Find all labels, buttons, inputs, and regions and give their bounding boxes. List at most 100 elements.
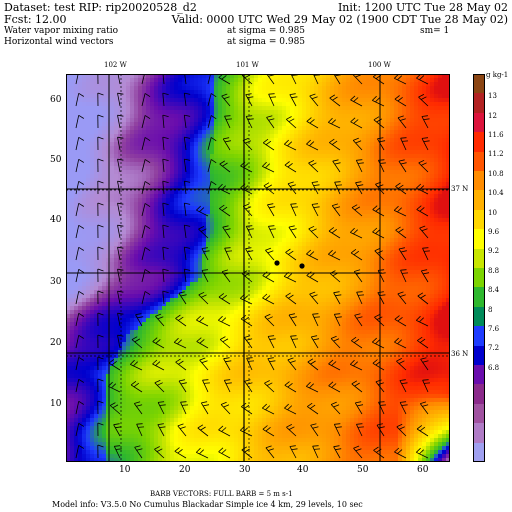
wind-barb — [244, 379, 253, 393]
wind-barb — [162, 114, 169, 129]
wind-barb — [245, 225, 254, 239]
wind-barb — [75, 202, 85, 217]
wind-barb — [97, 246, 104, 261]
wind-barb — [117, 136, 124, 151]
init-time-label: Init: 1200 UTC Tue 28 May 02 — [337, 1, 508, 14]
wind-barb — [162, 158, 169, 173]
wind-barb — [332, 159, 341, 173]
wind-barb — [354, 401, 364, 415]
wind-barb — [329, 94, 341, 107]
wind-barb — [331, 203, 341, 217]
wind-barb — [240, 425, 253, 437]
wind-barb — [219, 204, 231, 217]
wind-barb — [183, 136, 191, 151]
colorbar-label: 7.6 — [488, 325, 500, 334]
wind-barb — [399, 379, 408, 393]
wind-barb — [306, 139, 319, 151]
wind-barb — [240, 183, 253, 195]
wind-barb — [351, 380, 363, 393]
wind-barb — [286, 116, 297, 129]
wind-barb — [134, 445, 143, 459]
x-tick-label: 60 — [417, 465, 429, 475]
colorbar-swatch — [473, 326, 485, 347]
forecast-hour-label: Fcst: 12.00 — [4, 13, 67, 26]
wind-barb — [183, 246, 191, 261]
y-tick-label: 10 — [50, 399, 62, 409]
wind-barb — [97, 74, 99, 85]
wind-barb — [262, 138, 275, 151]
wind-barb — [245, 93, 254, 107]
wind-barb — [375, 379, 385, 393]
wind-barb — [397, 291, 407, 305]
wind-barb — [287, 181, 297, 195]
wind-barb — [265, 247, 275, 261]
colorbar-label: 9.6 — [488, 228, 500, 237]
wind-barb — [353, 445, 363, 459]
wind-barb — [175, 358, 187, 371]
colorbar-label: 8.8 — [488, 266, 500, 275]
wind-barb — [394, 315, 407, 327]
colorbar-swatch — [473, 248, 485, 269]
wind-barb — [290, 203, 299, 217]
wind-barb — [162, 268, 169, 283]
wind-barb — [395, 182, 407, 195]
wind-barb — [306, 249, 319, 261]
moisture-wind-map — [66, 74, 450, 462]
wind-barb — [183, 224, 191, 239]
colorbar-swatch — [473, 171, 485, 191]
wind-barb — [355, 159, 364, 173]
wind-barb — [200, 401, 210, 415]
wind-barb — [97, 268, 104, 283]
wind-barb — [141, 115, 151, 129]
wind-barb — [267, 335, 276, 349]
wind-barb — [141, 203, 151, 217]
wind-barb — [162, 136, 169, 151]
wind-barb — [177, 423, 187, 437]
wind-barb — [162, 74, 165, 85]
lon-label-101w: 101 W — [236, 61, 259, 69]
wind-barb — [155, 313, 165, 327]
colorbar-swatch — [473, 423, 485, 444]
wind-barb — [196, 315, 209, 327]
wind-barb — [117, 224, 124, 239]
wind-barb — [220, 401, 231, 415]
wind-barb — [75, 422, 85, 437]
wind-barb — [154, 446, 165, 459]
colorbar-label: 8.4 — [488, 286, 500, 295]
wind-barb — [218, 293, 231, 305]
wind-barb — [97, 290, 104, 305]
colorbar-label: 6.8 — [488, 363, 500, 372]
station-markers — [274, 260, 305, 269]
wind-barb — [417, 336, 429, 349]
wind-barb — [97, 312, 104, 327]
wind-barb — [396, 423, 407, 437]
wind-barb — [75, 400, 85, 415]
wind-barb — [196, 447, 209, 459]
colorbar-label: 10.8 — [488, 169, 504, 178]
colorbar-label: 10 — [488, 208, 497, 217]
wind-barb — [373, 116, 385, 129]
colorbar-swatch — [473, 306, 485, 327]
wind-barb — [130, 380, 143, 393]
wind-barb — [75, 246, 85, 261]
wind-barb — [97, 400, 104, 415]
wind-barb — [350, 95, 363, 107]
wind-barb — [141, 93, 151, 107]
wind-barb — [416, 183, 429, 195]
wind-barb — [416, 425, 429, 437]
wind-barb — [240, 314, 253, 327]
wind-barb — [398, 159, 407, 173]
wind-barb — [378, 159, 386, 173]
wind-barb — [218, 183, 231, 195]
colorbar-swatch — [473, 345, 485, 366]
wind-barb — [284, 161, 297, 173]
colorbar-label: 11.6 — [488, 131, 504, 140]
wind-barb — [289, 93, 298, 107]
wind-barb — [330, 401, 341, 415]
wind-barb — [333, 291, 342, 305]
colorbar-swatch — [473, 442, 485, 463]
wind-barb — [183, 92, 191, 107]
wind-barb — [198, 226, 209, 239]
wind-barb — [219, 336, 231, 349]
wind-barb — [75, 334, 85, 349]
